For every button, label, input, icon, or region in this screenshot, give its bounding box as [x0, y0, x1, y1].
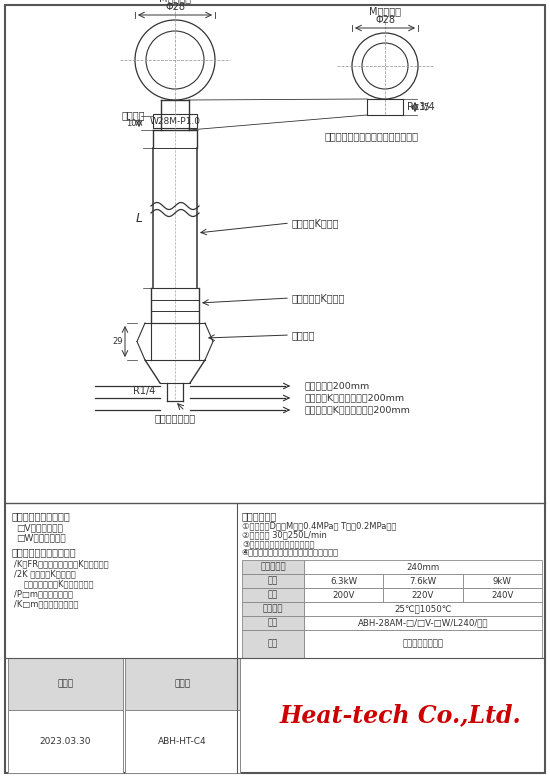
Text: 熱風出口: 熱風出口	[122, 110, 145, 120]
Text: 圖　號: 圖 號	[174, 679, 190, 689]
Text: W28M-P1.0: W28M-P1.0	[150, 117, 201, 125]
Text: /K（FR）柔性機器人電纜K熱電偷規格: /K（FR）柔性機器人電纜K熱電偷規格	[14, 559, 109, 568]
Bar	[242, 574, 304, 588]
Text: ABH-28AM-□/□V-□W/L240/選項: ABH-28AM-□/□V-□W/L240/選項	[358, 619, 488, 628]
Text: 7.6kW: 7.6kW	[409, 576, 437, 586]
Text: 240V: 240V	[491, 591, 514, 600]
Text: 10: 10	[126, 118, 137, 128]
Text: 型號: 型號	[268, 619, 278, 628]
Text: ②推訦流量 30～250L/min: ②推訦流量 30～250L/min	[242, 530, 327, 539]
Text: ABH-HT-C4: ABH-HT-C4	[158, 737, 207, 746]
Text: /P□m　電源線長指定: /P□m 電源線長指定	[14, 589, 73, 598]
Text: 品名: 品名	[268, 640, 278, 649]
Text: /2K 熱風溫度K熱電偷和: /2K 熱風溫度K熱電偷和	[14, 569, 76, 578]
Text: 發熱體溫度K熱電偷: 發熱體溫度K熱電偷	[292, 293, 345, 303]
Text: Heat-tech Co.,Ltd.: Heat-tech Co.,Ltd.	[279, 703, 521, 727]
Text: M型内螺紋: M型内螺紋	[369, 6, 401, 16]
Text: □W　電力的指定: □W 電力的指定	[16, 533, 65, 542]
Text: /K□m　熱電偷線長指定: /K□m 熱電偷線長指定	[14, 599, 78, 608]
Bar	[463, 588, 542, 602]
Text: M型内螺紋: M型内螺紋	[159, 0, 191, 3]
Bar	[242, 588, 304, 602]
Text: 熱風溫度K熱電偷: 熱風溫度K熱電偷	[292, 218, 339, 228]
Text: Φ28: Φ28	[375, 15, 395, 25]
Text: 6.3kW: 6.3kW	[330, 576, 358, 586]
Text: Rc3/4: Rc3/4	[407, 102, 434, 112]
Text: 電壓: 電壓	[268, 591, 278, 600]
Text: 15: 15	[419, 103, 430, 111]
Text: 200V: 200V	[333, 591, 355, 600]
Text: 電力: 電力	[268, 576, 278, 586]
Text: 220V: 220V	[412, 591, 434, 600]
Text: ①這是耐壓D型和M型是0.4MPa， T型是0.2MPa的。: ①這是耐壓D型和M型是0.4MPa， T型是0.2MPa的。	[242, 521, 397, 530]
Bar	[242, 630, 304, 658]
Text: Φ28: Φ28	[165, 2, 185, 12]
Text: 不錨銃管: 不錨銃管	[292, 330, 316, 340]
Text: 基準管長度: 基準管長度	[260, 562, 286, 572]
Bar	[153, 114, 197, 128]
Text: 9kW: 9kW	[493, 576, 512, 586]
Text: □V　電壓的指定: □V 電壓的指定	[16, 523, 63, 532]
Bar	[242, 602, 304, 616]
Bar	[304, 630, 542, 658]
Text: 【在訂貨時規格指定】: 【在訂貨時規格指定】	[12, 511, 71, 521]
Bar	[304, 560, 542, 574]
Text: 240mm: 240mm	[406, 562, 439, 572]
Bar	[304, 574, 383, 588]
Bar	[304, 616, 542, 630]
Text: 【注意事項】: 【注意事項】	[242, 511, 277, 521]
Bar	[125, 658, 240, 710]
Text: ④不供給低溫氣體而加熱的話加熱器就璷。: ④不供給低溫氣體而加熱的話加熱器就璷。	[242, 548, 339, 557]
Text: 發熱体溫度K熱電偷的追加: 發熱体溫度K熱電偷的追加	[24, 579, 95, 588]
Text: 電源線　約200mm: 電源線 約200mm	[305, 381, 370, 391]
Text: 29: 29	[113, 337, 123, 346]
Text: 我們公司將在尖端定制訂購螺紋接頭: 我們公司將在尖端定制訂購螺紋接頭	[325, 131, 419, 141]
Bar	[8, 658, 123, 710]
Text: 發熱體溫度K熱電偷線　約200mm: 發熱體溫度K熱電偷線 約200mm	[305, 405, 411, 415]
Text: 熱風溫度K熱電偷線　約200mm: 熱風溫度K熱電偷線 約200mm	[305, 394, 405, 402]
Text: L: L	[135, 212, 142, 225]
Bar	[8, 710, 123, 773]
Bar	[383, 574, 463, 588]
Text: 熱風溫度: 熱風溫度	[263, 605, 283, 614]
Bar	[125, 710, 240, 773]
Bar	[242, 616, 304, 630]
Text: 25℃～1050℃: 25℃～1050℃	[394, 605, 452, 614]
Bar	[242, 560, 304, 574]
Text: ③請供給氣體應該是取出乾乾。: ③請供給氣體應該是取出乾乾。	[242, 539, 315, 548]
Bar	[463, 574, 542, 588]
Bar	[304, 602, 542, 616]
Text: 日　期: 日 期	[57, 679, 74, 689]
Text: 高溫用熱風加熱器: 高溫用熱風加熱器	[403, 640, 443, 649]
Bar	[304, 588, 383, 602]
Text: 【選項　特別訂貨對應】: 【選項 特別訂貨對應】	[12, 547, 76, 557]
Text: R1/4: R1/4	[133, 386, 155, 396]
Bar	[383, 588, 463, 602]
Text: 2023.03.30: 2023.03.30	[40, 737, 91, 746]
Text: 壓縮氣體供給口: 壓縮氣體供給口	[155, 413, 196, 423]
